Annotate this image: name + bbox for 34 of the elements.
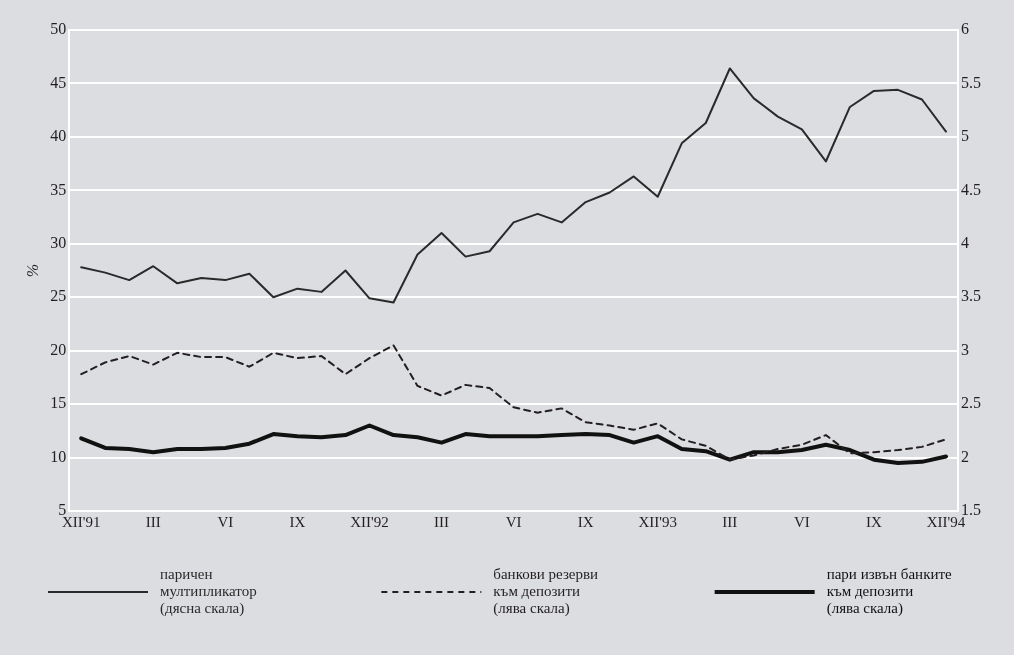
y-tick-label: 20 [50, 340, 67, 358]
x-tick-label: XII'92 [350, 513, 389, 530]
x-tick-label: III [434, 513, 450, 530]
y-tick-label: 50 [50, 20, 67, 38]
x-tick-label: IX [577, 513, 594, 530]
y2-tick-label: 3.5 [961, 287, 981, 305]
x-tick-label: IX [289, 513, 306, 530]
y2-tick-label: 4.5 [961, 180, 981, 198]
y-tick-label: 10 [50, 447, 67, 465]
y-tick-label: 45 [50, 73, 67, 91]
y-tick-label: 30 [50, 233, 67, 251]
y2-tick-label: 2 [961, 447, 969, 465]
y-tick-label: 15 [50, 394, 67, 412]
y2-tick-label: 6 [961, 20, 969, 38]
y2-tick-label: 4 [961, 233, 969, 251]
legend-label: банкови резерви към депозити (лява скала) [493, 565, 599, 617]
text: паричен мултипликатор (дясна скала) [160, 565, 257, 617]
y-tick-label: 25 [50, 287, 67, 305]
y2-tick-label: 5.5 [961, 73, 981, 91]
line-series [80, 344, 947, 461]
x-tick-label: VI [217, 513, 234, 530]
y2-tick-label: 3 [961, 340, 969, 358]
x-tick-label: VI [505, 513, 522, 530]
x-tick-label: VI [793, 513, 810, 530]
x-tick-label: III [722, 513, 738, 530]
y-tick-label: 40 [50, 127, 67, 145]
y-axis-title: % [23, 263, 41, 278]
x-tick-label: XII'93 [638, 513, 677, 530]
x-tick-label: IX [866, 513, 883, 530]
x-tick-label: III [145, 513, 161, 530]
y2-tick-label: 2.5 [961, 394, 981, 412]
y-tick-label: 35 [50, 180, 67, 198]
text: пари извън банките към депозити (лява скала) [826, 565, 953, 617]
y2-tick-label: 5 [961, 127, 969, 145]
